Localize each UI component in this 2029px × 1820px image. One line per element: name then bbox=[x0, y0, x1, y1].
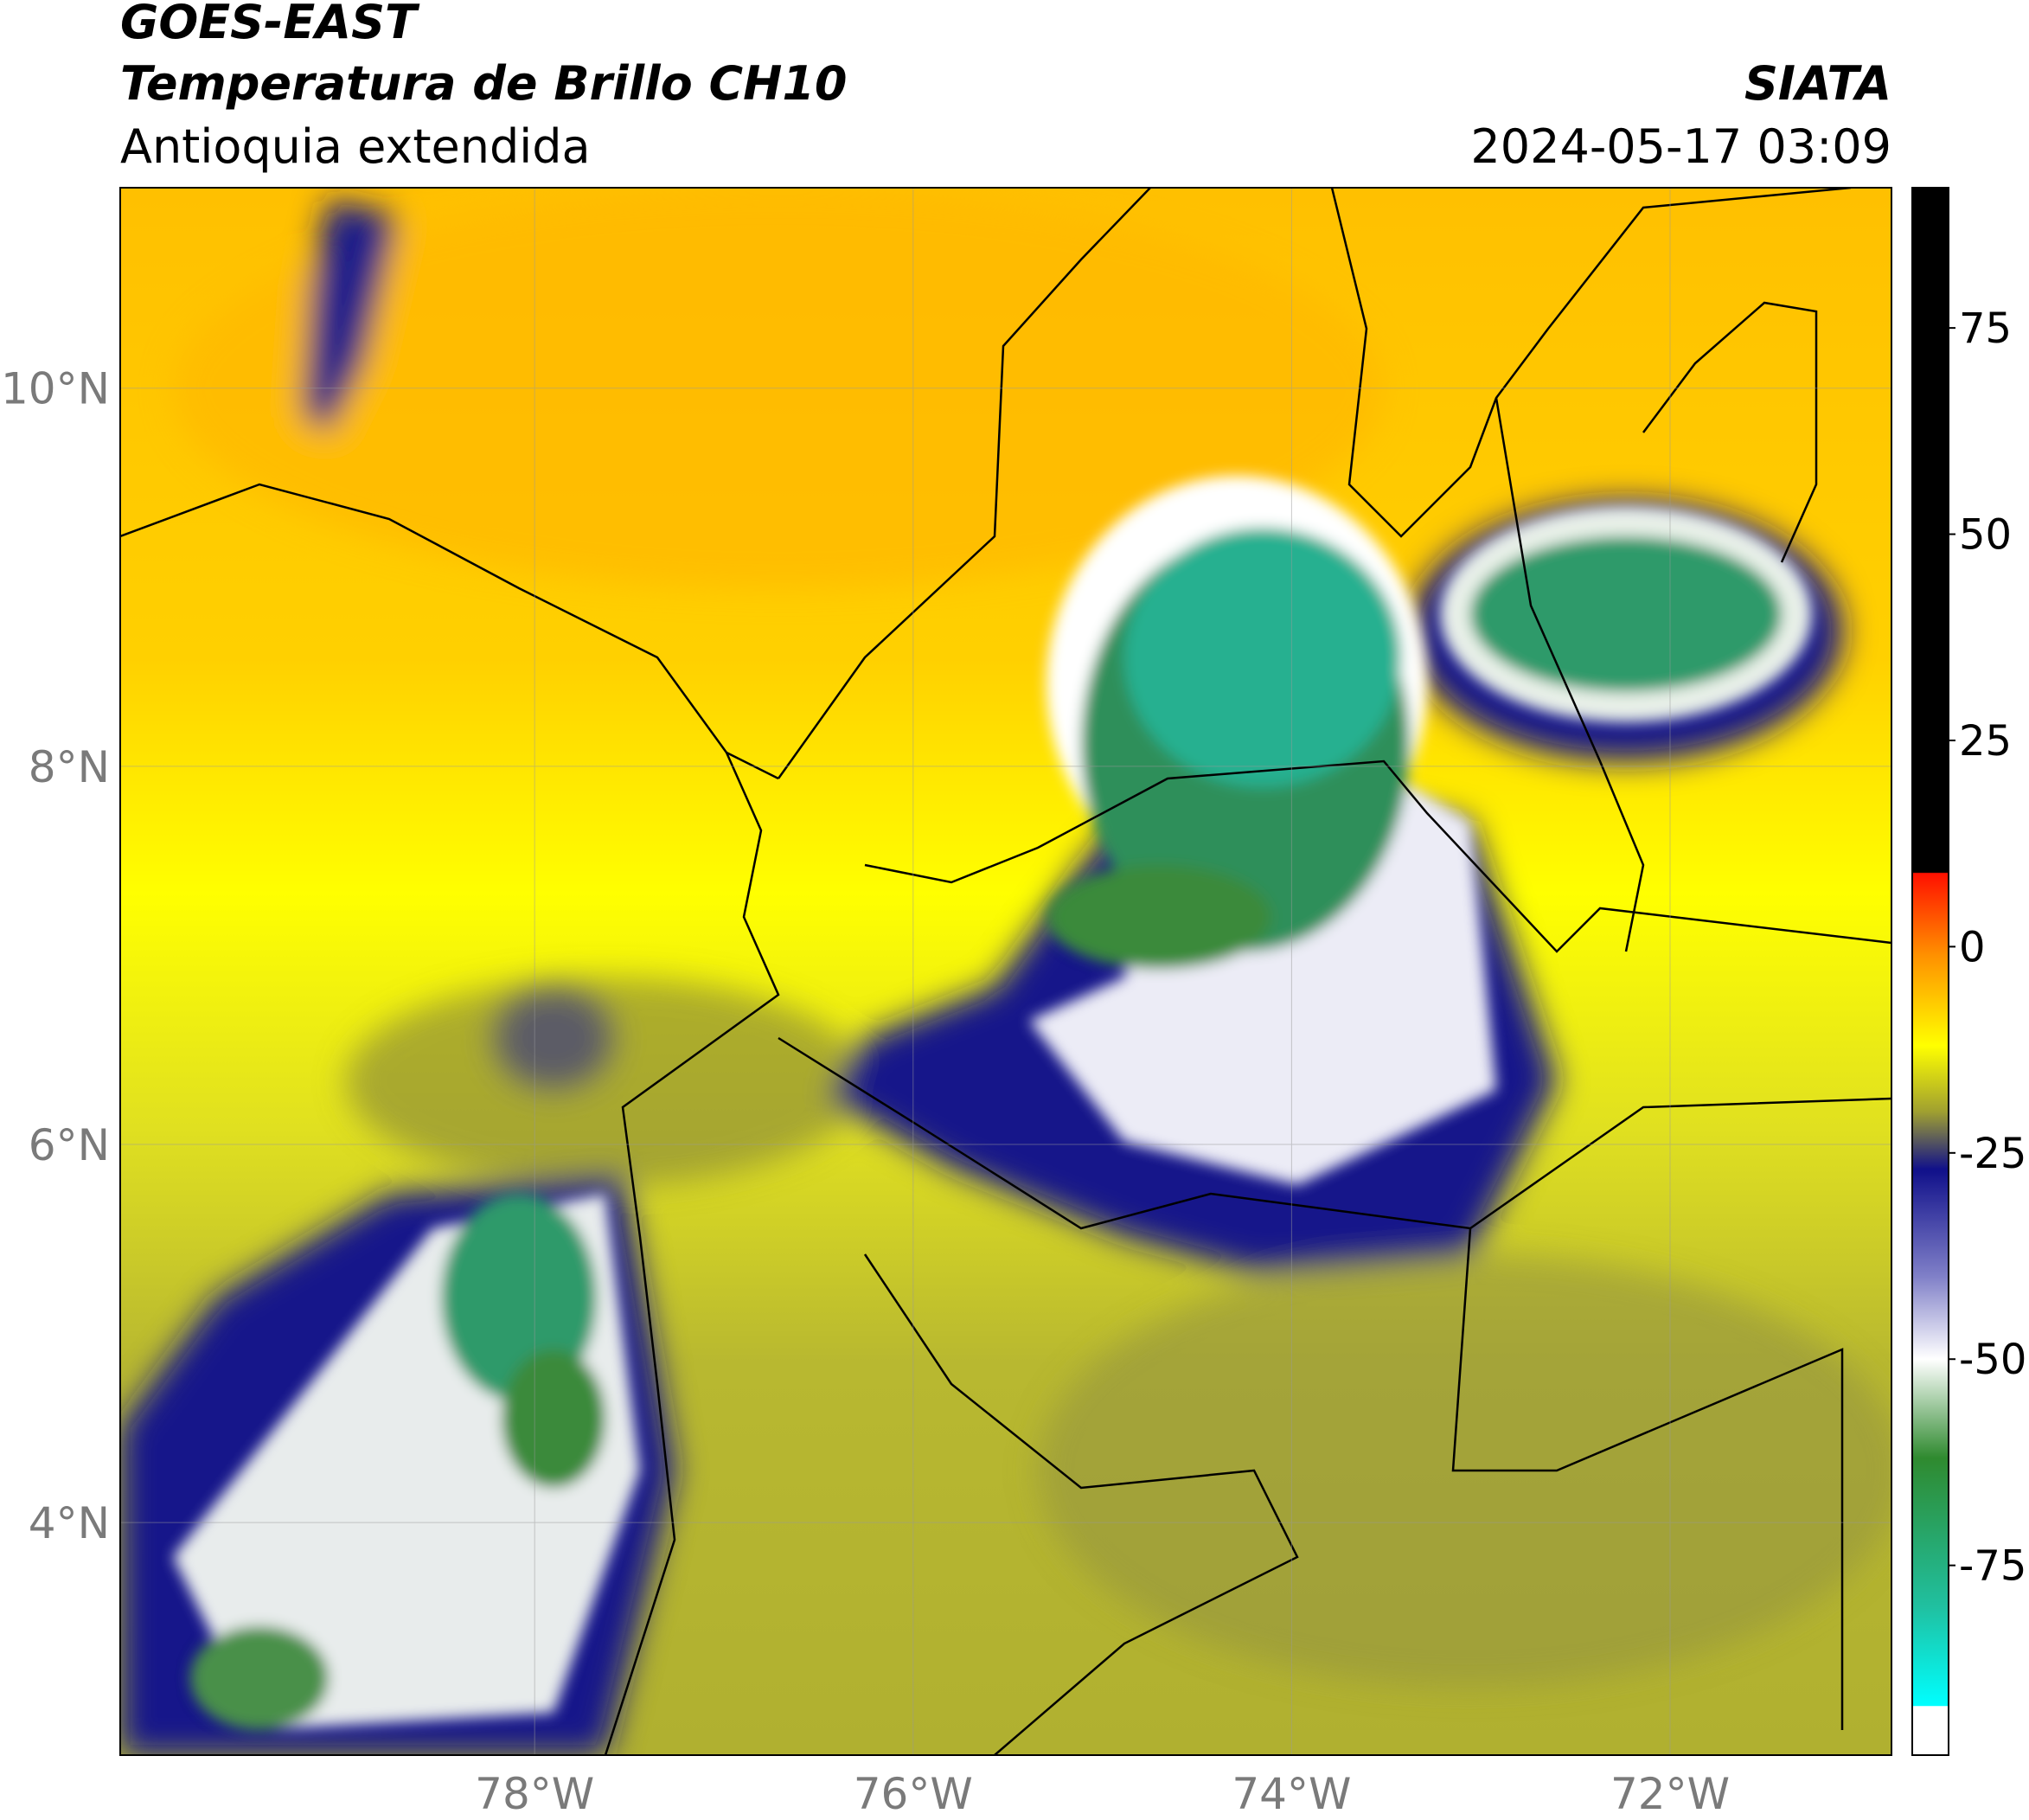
colorbar-tick-label: 75 bbox=[1959, 304, 2012, 353]
lon-tick-label: 74°W bbox=[1232, 1769, 1351, 1817]
lon-tick-label: 72°W bbox=[1610, 1769, 1730, 1817]
lon-tick-label: 78°W bbox=[475, 1769, 594, 1817]
grid bbox=[120, 188, 1891, 1755]
product-title: Temperatura de Brillo CH10 bbox=[120, 56, 848, 111]
colorbar-tick-label: 0 bbox=[1959, 923, 1986, 971]
satellite-title: GOES-EAST bbox=[120, 0, 420, 49]
colorbar-tick-label: -25 bbox=[1959, 1130, 2026, 1178]
colorbar-tick-label: 50 bbox=[1959, 511, 2012, 560]
lon-tick-label: 76°W bbox=[854, 1769, 973, 1817]
lat-tick-label: 4°N bbox=[29, 1498, 110, 1548]
lat-tick-label: 10°N bbox=[1, 364, 110, 414]
colorbar bbox=[1911, 187, 1949, 1756]
source-label: SIATA bbox=[1744, 56, 1891, 111]
colorbar-tick-label: -75 bbox=[1959, 1542, 2026, 1591]
lat-tick-label: 6°N bbox=[29, 1120, 110, 1170]
datetime-label: 2024-05-17 03:09 bbox=[1470, 119, 1891, 174]
satellite-image bbox=[120, 188, 1891, 1755]
colorbar-tick-label: 25 bbox=[1959, 717, 2012, 766]
lat-tick-label: 8°N bbox=[29, 742, 110, 792]
colorbar-tick-label: -50 bbox=[1959, 1336, 2026, 1384]
region-subtitle: Antioquia extendida bbox=[120, 119, 591, 174]
boundaries bbox=[120, 188, 1891, 1755]
map-frame bbox=[119, 187, 1892, 1756]
